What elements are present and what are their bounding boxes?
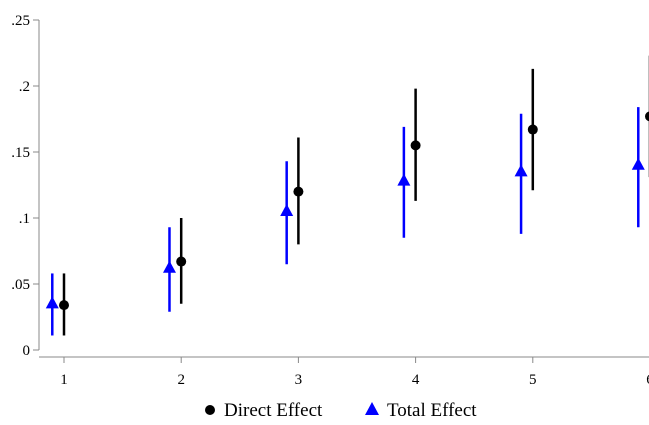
y-tick-label: .15 (11, 145, 30, 161)
total-effect-point (280, 203, 294, 216)
legend-circle-icon (205, 405, 215, 415)
direct-effect-point (527, 124, 538, 135)
y-tick-label: .1 (19, 211, 30, 227)
x-tick-label: 2 (177, 372, 185, 388)
x-tick-label: 5 (529, 372, 537, 388)
y-axis-ticks: 0 .05 .1 .15 .2 .25 (11, 13, 39, 359)
total-effect-point (162, 260, 176, 273)
direct-effect-point (176, 256, 187, 267)
y-tick-label: 0 (23, 343, 31, 359)
plot-area (45, 55, 649, 336)
direct-effect-point (645, 111, 649, 122)
legend-label-total: Total Effect (387, 400, 477, 421)
total-effect-point (514, 164, 528, 177)
legend-triangle-icon (365, 402, 379, 415)
y-tick-label: .25 (11, 13, 30, 29)
legend: Direct Effect Total Effect (205, 400, 477, 421)
y-tick-label: .2 (19, 79, 30, 95)
x-tick-label: 3 (295, 372, 303, 388)
y-tick-label: .05 (11, 277, 30, 293)
legend-label-direct: Direct Effect (224, 400, 323, 421)
x-tick-label: 4 (412, 372, 420, 388)
direct-effect-point (59, 300, 69, 311)
x-axis-ticks: 1 2 3 4 5 6 (60, 357, 649, 388)
total-effect-point (45, 296, 59, 309)
direct-effect-point (410, 140, 421, 151)
x-tick-label: 6 (646, 372, 649, 388)
direct-effect-point (293, 186, 304, 197)
total-effect-point (631, 157, 645, 170)
x-tick-label: 1 (60, 372, 68, 388)
total-effect-point (397, 173, 411, 186)
